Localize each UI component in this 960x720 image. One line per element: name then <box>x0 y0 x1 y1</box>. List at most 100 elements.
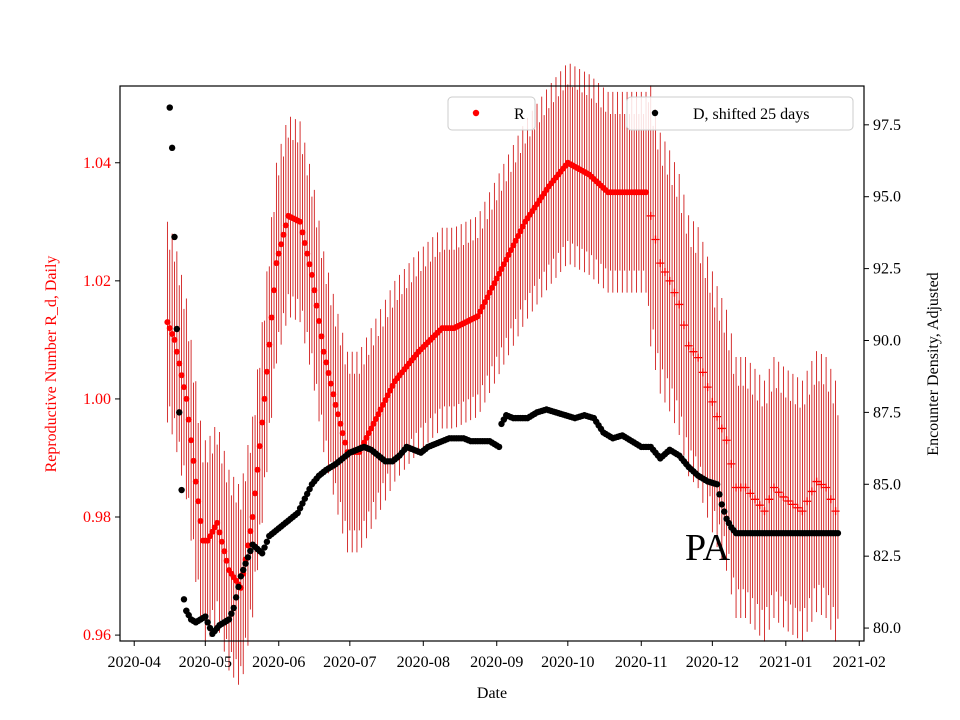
left-y-tick-label: 0.98 <box>83 509 111 526</box>
d-point <box>258 550 266 557</box>
r-point-plus <box>741 483 750 492</box>
d-point <box>202 613 209 620</box>
r-point <box>334 411 341 418</box>
d-series <box>166 104 842 638</box>
d-point <box>166 104 173 111</box>
d-point <box>176 409 183 416</box>
x-tick-label: 2020-07 <box>323 654 376 671</box>
r-point <box>171 336 178 343</box>
r-point <box>188 437 195 444</box>
right-y-tick-label: 87.5 <box>873 404 901 421</box>
d-point <box>232 594 240 601</box>
d-point <box>303 490 311 498</box>
d-point <box>306 485 313 493</box>
r-point-plus <box>755 501 764 510</box>
r-point-plus <box>769 483 778 492</box>
r-point <box>311 287 318 294</box>
x-tick-label: 2020-12 <box>686 654 739 671</box>
r-point-plus <box>826 495 835 504</box>
plot-frame <box>119 85 865 642</box>
r-point-plus <box>831 507 840 516</box>
right-y-tick-label: 95.0 <box>873 189 901 206</box>
d-point <box>235 583 242 591</box>
r-point <box>387 387 394 394</box>
left-y-tick-label: 0.96 <box>83 627 111 644</box>
r-point <box>195 498 202 505</box>
r-point <box>192 478 199 485</box>
r-point <box>254 466 261 473</box>
r-point-plus <box>679 321 688 330</box>
d-point <box>244 554 252 561</box>
left-y-axis-label: Reproductive Number R_d, Daily <box>43 256 60 473</box>
r-point-plus <box>793 503 802 512</box>
r-point <box>489 284 495 291</box>
r-point <box>259 419 266 426</box>
r-point <box>474 313 481 320</box>
x-tick-label: 2020-10 <box>541 654 594 671</box>
r-point <box>178 372 185 379</box>
d-point <box>228 610 235 617</box>
r-point <box>268 314 275 321</box>
r-point-plus <box>807 487 816 496</box>
r-point <box>214 519 221 526</box>
r-point <box>249 514 256 521</box>
r-point <box>261 395 268 402</box>
r-point-plus <box>684 341 693 350</box>
d-point <box>713 481 721 488</box>
r-point <box>271 287 278 294</box>
r-point <box>318 333 325 340</box>
r-point <box>375 411 382 418</box>
r-point <box>368 425 375 432</box>
r-point <box>372 416 379 422</box>
right-y-tick-label: 90.0 <box>873 332 901 349</box>
r-point-plus <box>717 424 726 433</box>
r-point <box>505 251 512 258</box>
r-point <box>211 524 218 531</box>
r-point <box>507 247 514 254</box>
r-point <box>223 557 230 564</box>
r-point <box>389 382 396 389</box>
x-tick-label: 2020-05 <box>179 654 232 671</box>
d-point <box>263 538 271 545</box>
r-point <box>244 542 251 549</box>
r-point <box>197 517 204 524</box>
x-tick-label: 2020-06 <box>252 654 305 671</box>
r-point-plus <box>746 489 755 498</box>
d-point <box>718 501 726 508</box>
r-point <box>380 401 387 408</box>
r-point-plus <box>817 480 826 489</box>
r-point <box>342 439 349 446</box>
r-point-plus <box>722 436 731 445</box>
r-point <box>498 266 505 273</box>
left-y-tick-label: 1.00 <box>83 391 111 408</box>
r-point <box>218 538 225 545</box>
d-point <box>247 547 254 555</box>
r-point <box>176 360 183 367</box>
r-point <box>363 434 370 441</box>
r-point <box>173 348 180 355</box>
r-point <box>517 228 524 235</box>
r-point-plus <box>784 496 793 505</box>
r-point-plus <box>694 353 703 362</box>
r-point <box>325 369 332 376</box>
r-point-plus <box>713 412 722 421</box>
r-point <box>204 537 211 544</box>
r-point <box>306 261 313 268</box>
r-point-plus <box>651 235 660 244</box>
r-point-plus <box>646 211 655 220</box>
state-annotation: PA <box>685 527 731 569</box>
r-point <box>266 341 273 348</box>
r-point-plus <box>689 347 698 356</box>
r-point <box>316 317 323 324</box>
d-point <box>721 508 728 515</box>
r-point <box>252 490 259 497</box>
d-point <box>294 509 301 517</box>
x-tick-label: 2020-08 <box>397 654 450 671</box>
d-point <box>225 616 233 623</box>
r-point-plus <box>822 483 831 492</box>
r-point <box>332 401 339 408</box>
d-point <box>237 573 245 580</box>
d-point <box>716 491 723 498</box>
r-point <box>320 348 327 355</box>
r-point <box>503 256 510 263</box>
